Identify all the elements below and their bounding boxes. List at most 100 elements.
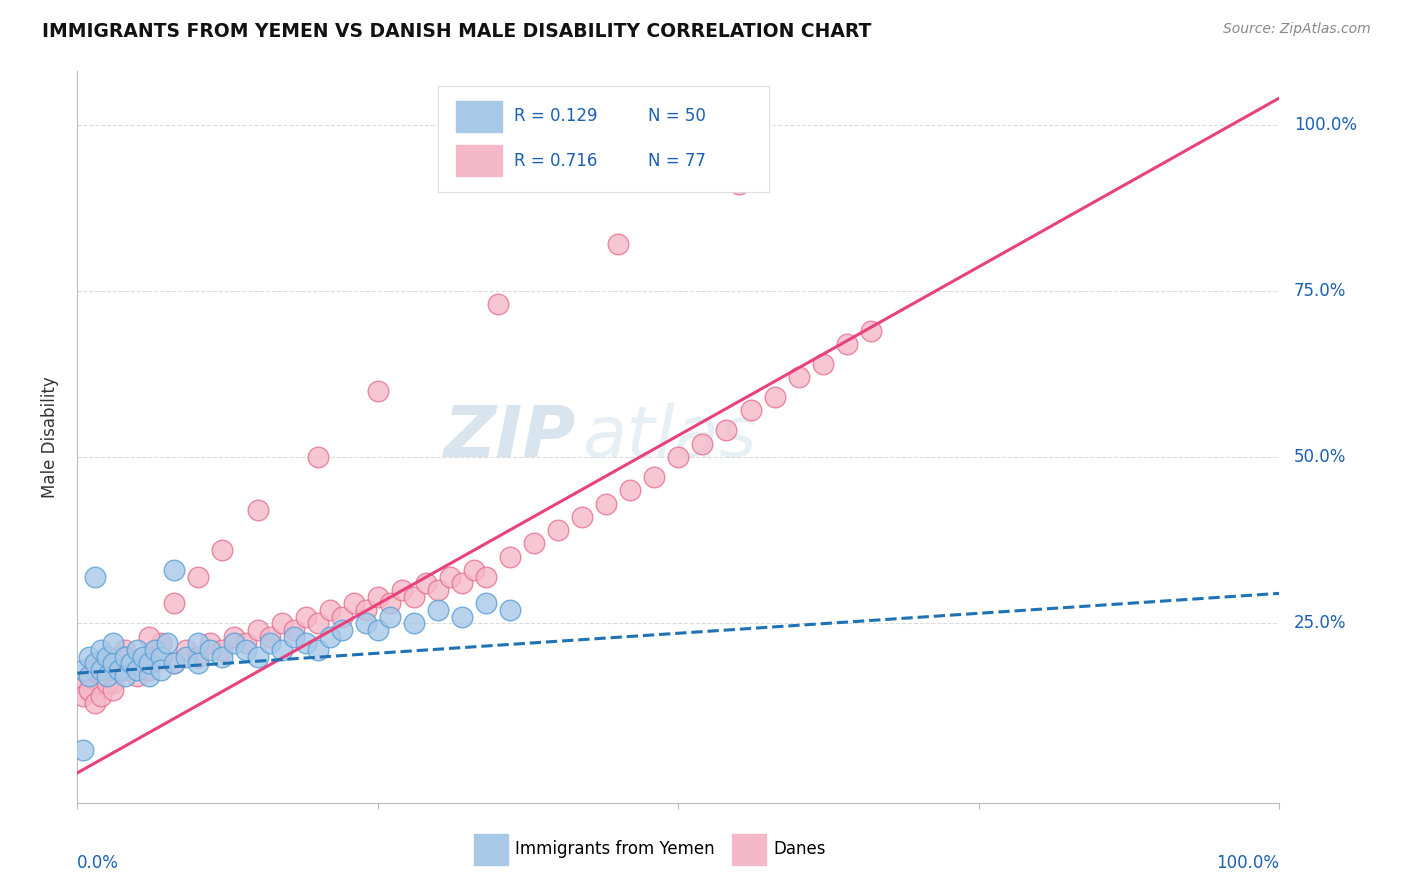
Point	[162, 563, 184, 577]
Point	[451, 576, 474, 591]
Point	[127, 663, 149, 677]
Point	[162, 596, 184, 610]
Point	[727, 178, 749, 192]
Point	[79, 669, 101, 683]
Bar	[733, 834, 766, 865]
Y-axis label: Male Disability: Male Disability	[41, 376, 59, 498]
Point	[138, 630, 160, 644]
Point	[198, 636, 221, 650]
Point	[127, 669, 149, 683]
Point	[150, 649, 173, 664]
Point	[319, 630, 342, 644]
Point	[307, 643, 329, 657]
Point	[186, 636, 209, 650]
Point	[523, 536, 546, 550]
Point	[307, 616, 329, 631]
Point	[270, 616, 292, 631]
Point	[156, 636, 179, 650]
Point	[96, 669, 118, 683]
Point	[439, 570, 461, 584]
Point	[132, 649, 155, 664]
Point	[475, 596, 498, 610]
Point	[354, 616, 377, 631]
Text: IMMIGRANTS FROM YEMEN VS DANISH MALE DISABILITY CORRELATION CHART: IMMIGRANTS FROM YEMEN VS DANISH MALE DIS…	[42, 22, 872, 41]
Point	[120, 656, 142, 670]
Point	[835, 337, 858, 351]
Point	[84, 656, 107, 670]
Point	[108, 649, 131, 664]
Point	[108, 663, 131, 677]
Point	[343, 596, 366, 610]
Point	[150, 663, 173, 677]
Point	[499, 549, 522, 564]
Point	[294, 636, 316, 650]
Point	[607, 237, 630, 252]
Point	[198, 643, 221, 657]
Point	[246, 623, 269, 637]
Point	[186, 656, 209, 670]
Text: R = 0.129: R = 0.129	[513, 107, 598, 125]
Point	[174, 649, 197, 664]
Point	[259, 636, 281, 650]
Point	[103, 636, 125, 650]
Point	[463, 563, 485, 577]
Point	[619, 483, 641, 498]
Point	[72, 690, 94, 704]
Point	[114, 669, 136, 683]
Point	[378, 609, 401, 624]
Point	[103, 682, 125, 697]
Point	[330, 623, 353, 637]
Point	[283, 623, 305, 637]
Bar	[456, 145, 502, 176]
Point	[763, 390, 786, 404]
Point	[270, 643, 292, 657]
Point	[162, 656, 184, 670]
Point	[354, 603, 377, 617]
Point	[96, 669, 118, 683]
Point	[859, 324, 882, 338]
Point	[246, 649, 269, 664]
Point	[174, 643, 197, 657]
Point	[72, 742, 94, 756]
Point	[138, 656, 160, 670]
Point	[643, 470, 665, 484]
Point	[294, 609, 316, 624]
Point	[211, 543, 233, 558]
Text: 0.0%: 0.0%	[77, 854, 120, 872]
Text: 25.0%: 25.0%	[1294, 615, 1347, 632]
Point	[84, 696, 107, 710]
Point	[222, 636, 245, 650]
Text: N = 77: N = 77	[648, 152, 706, 169]
Point	[79, 649, 101, 664]
Point	[72, 663, 94, 677]
Point	[451, 609, 474, 624]
Point	[692, 436, 714, 450]
Point	[114, 663, 136, 677]
Point	[120, 656, 142, 670]
Point	[402, 616, 425, 631]
Point	[72, 676, 94, 690]
Point	[138, 649, 160, 664]
Point	[307, 450, 329, 464]
Point	[235, 636, 257, 650]
Point	[427, 603, 450, 617]
Point	[716, 424, 738, 438]
Point	[499, 603, 522, 617]
Point	[571, 509, 593, 524]
Point	[90, 690, 112, 704]
Point	[186, 649, 209, 664]
Point	[114, 649, 136, 664]
Text: 100.0%: 100.0%	[1294, 116, 1357, 134]
Point	[486, 297, 509, 311]
Text: 50.0%: 50.0%	[1294, 448, 1347, 466]
Point	[367, 623, 389, 637]
Text: 100.0%: 100.0%	[1216, 854, 1279, 872]
Point	[90, 643, 112, 657]
Point	[740, 403, 762, 417]
Text: Danes: Danes	[773, 840, 825, 858]
Point	[475, 570, 498, 584]
Point	[222, 630, 245, 644]
FancyBboxPatch shape	[439, 86, 769, 192]
Point	[668, 450, 690, 464]
Point	[186, 570, 209, 584]
